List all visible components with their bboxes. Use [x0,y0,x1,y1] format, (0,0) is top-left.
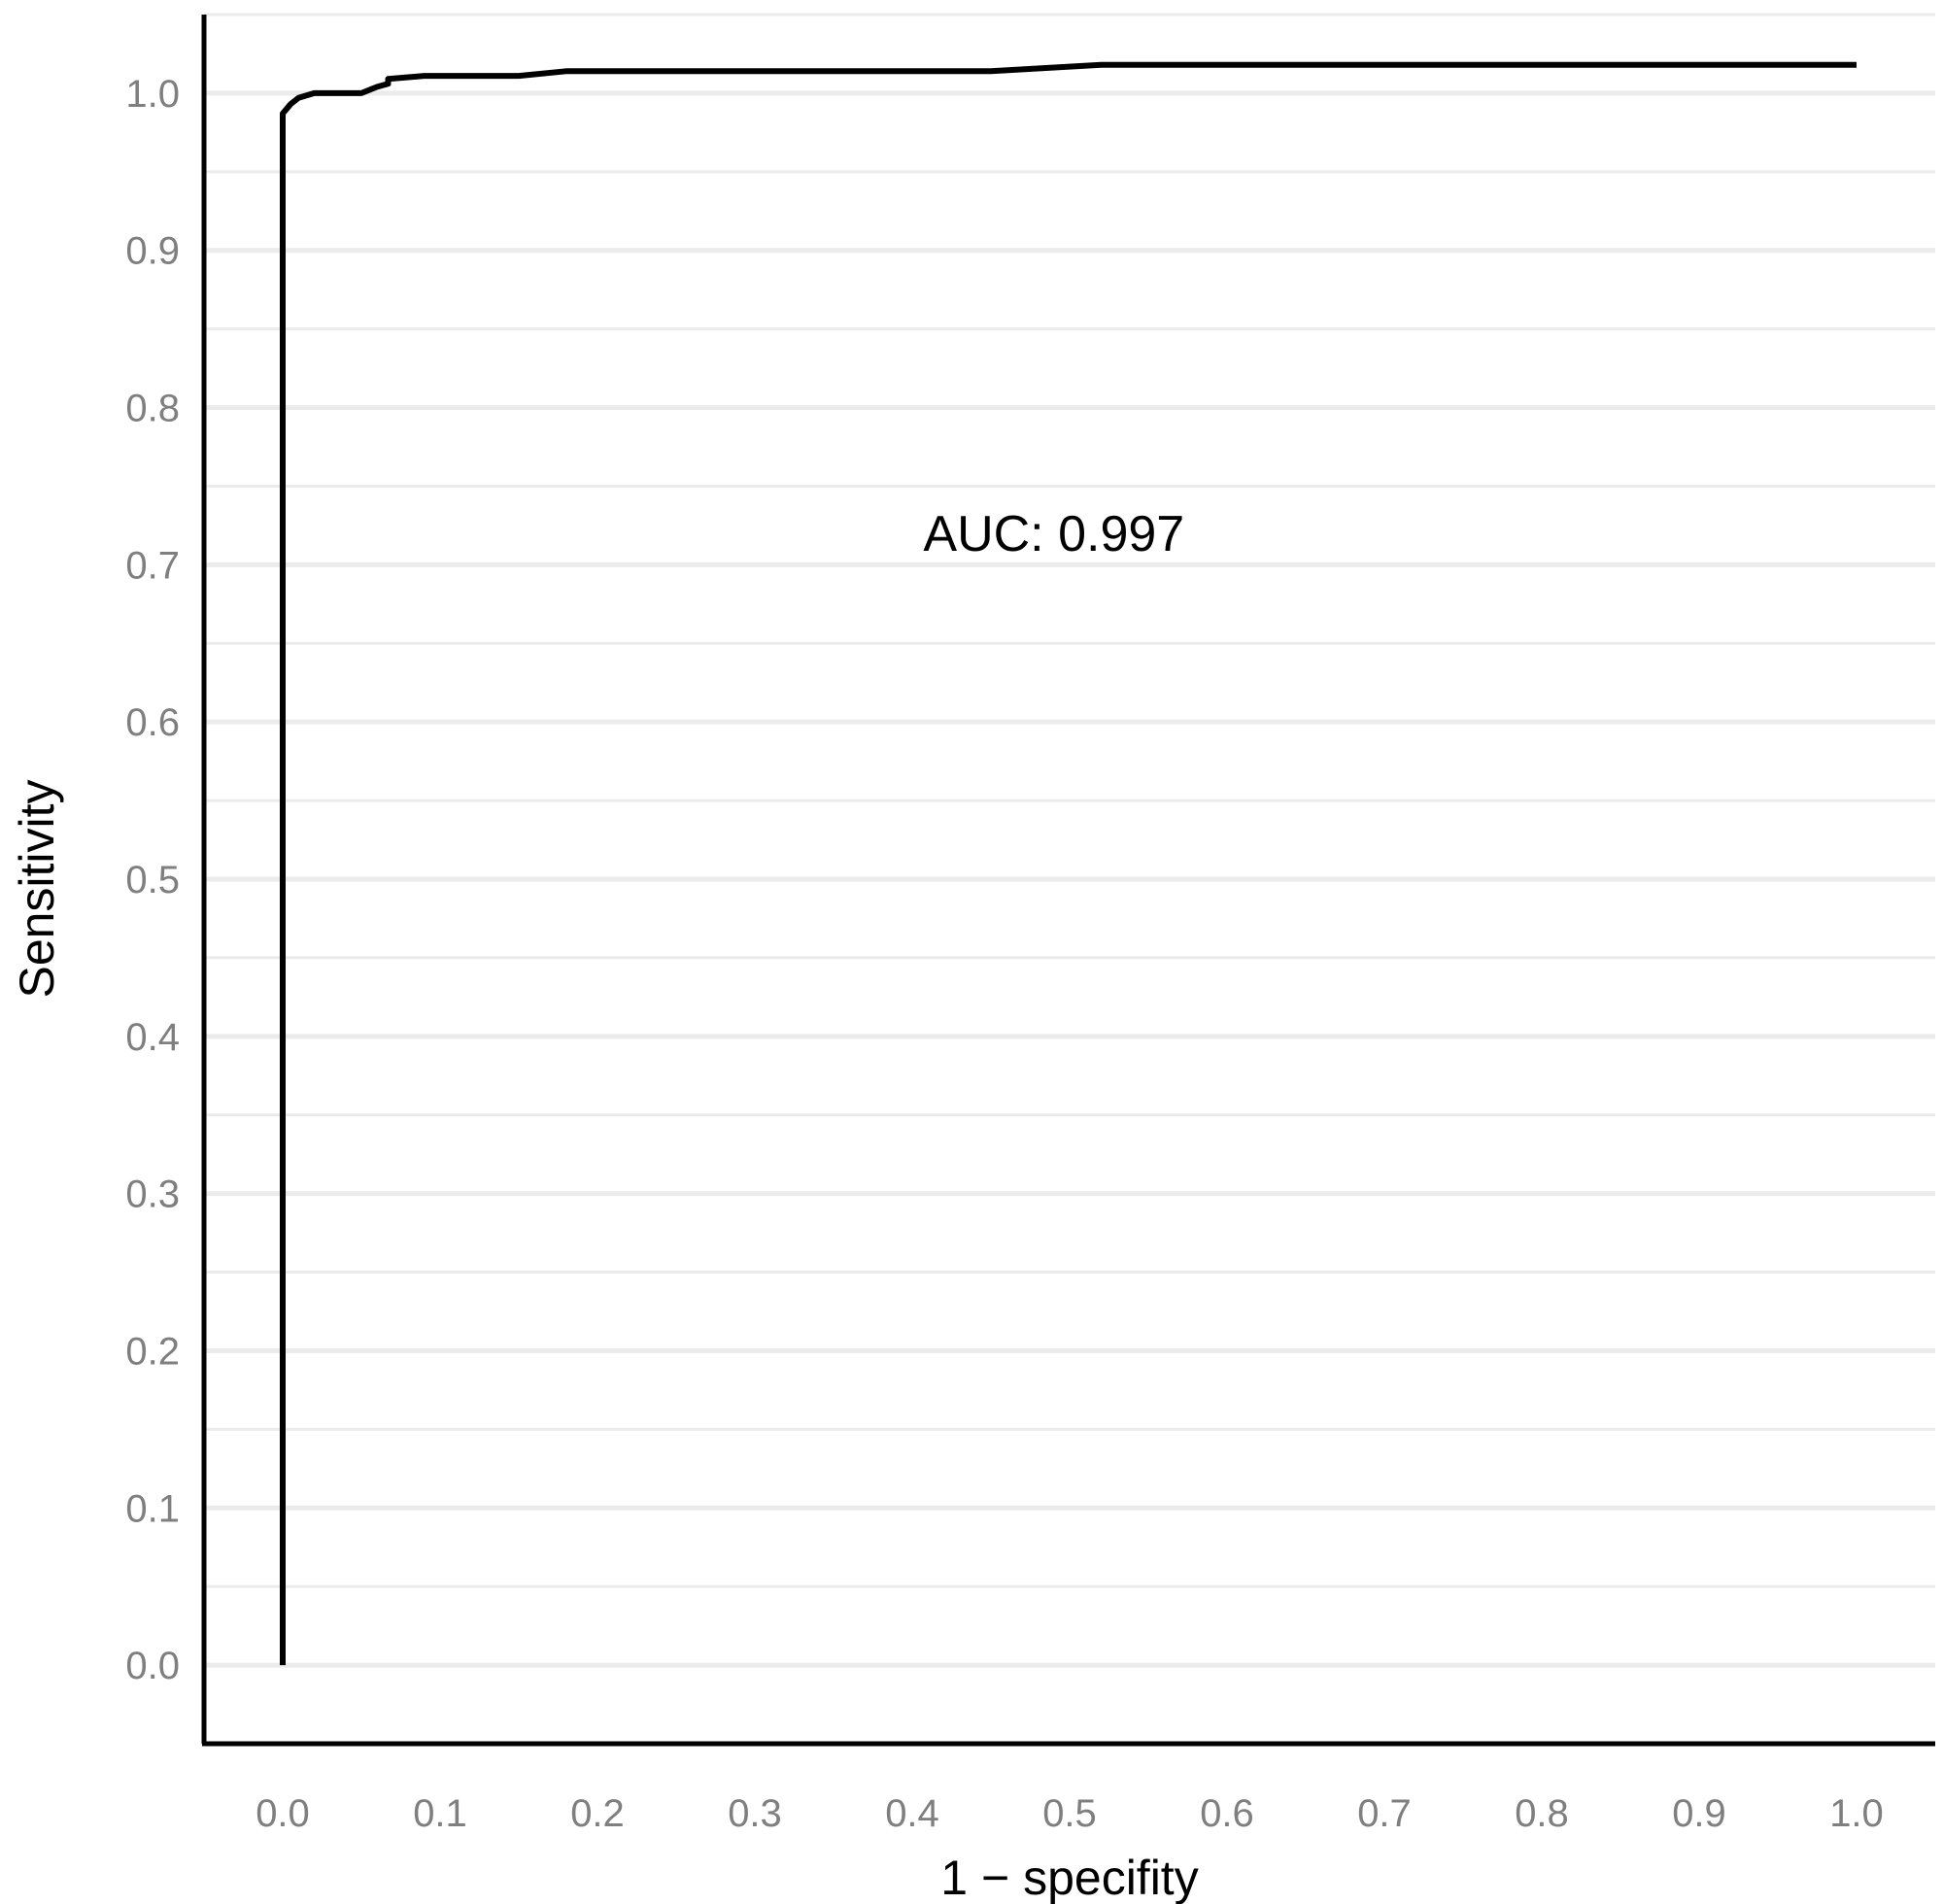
roc-curve-line [280,61,1857,1666]
x-tick-label: 0.8 [1515,1792,1569,1835]
x-tick-label: 1.0 [1829,1792,1884,1835]
x-tick-label: 0.4 [885,1792,939,1835]
x-tick-label: 0.7 [1357,1792,1412,1835]
y-tick-label: 0.5 [125,859,180,901]
x-tick-label: 0.6 [1200,1792,1254,1835]
x-tick-label: 0.2 [570,1792,625,1835]
x-tick-label: 0.9 [1672,1792,1726,1835]
y-tick-label: 0.1 [125,1487,180,1530]
y-tick-label: 0.8 [125,388,180,430]
auc-annotation: AUC: 0.997 [923,506,1184,562]
y-tick-label: 0.3 [125,1173,180,1216]
y-tick-label: 0.0 [125,1645,180,1687]
grid-layer [204,13,1935,1668]
x-axis-title: 1 − specifity [940,1851,1198,1904]
x-tick-label: 0.3 [728,1792,782,1835]
y-tick-label: 0.4 [125,1016,180,1059]
y-tick-label: 1.0 [125,73,180,116]
x-tick-label: 0.5 [1042,1792,1097,1835]
curve-layer [280,61,1857,1666]
y-tick-label: 0.9 [125,230,180,273]
label-layer: 0.0 0.1 0.2 0.3 0.4 0.5 0.6 0.7 0.8 0.9 1.0 0.0 0.1 0… [10,73,1884,1904]
axis-layer [201,15,1935,1747]
x-tick-label: 0.0 [256,1792,310,1835]
y-tick-label: 0.7 [125,544,180,587]
y-tick-label: 0.2 [125,1330,180,1373]
y-tick-label: 0.6 [125,701,180,744]
x-tick-label: 0.1 [413,1792,467,1835]
y-axis-title: Sensitivity [10,779,64,998]
